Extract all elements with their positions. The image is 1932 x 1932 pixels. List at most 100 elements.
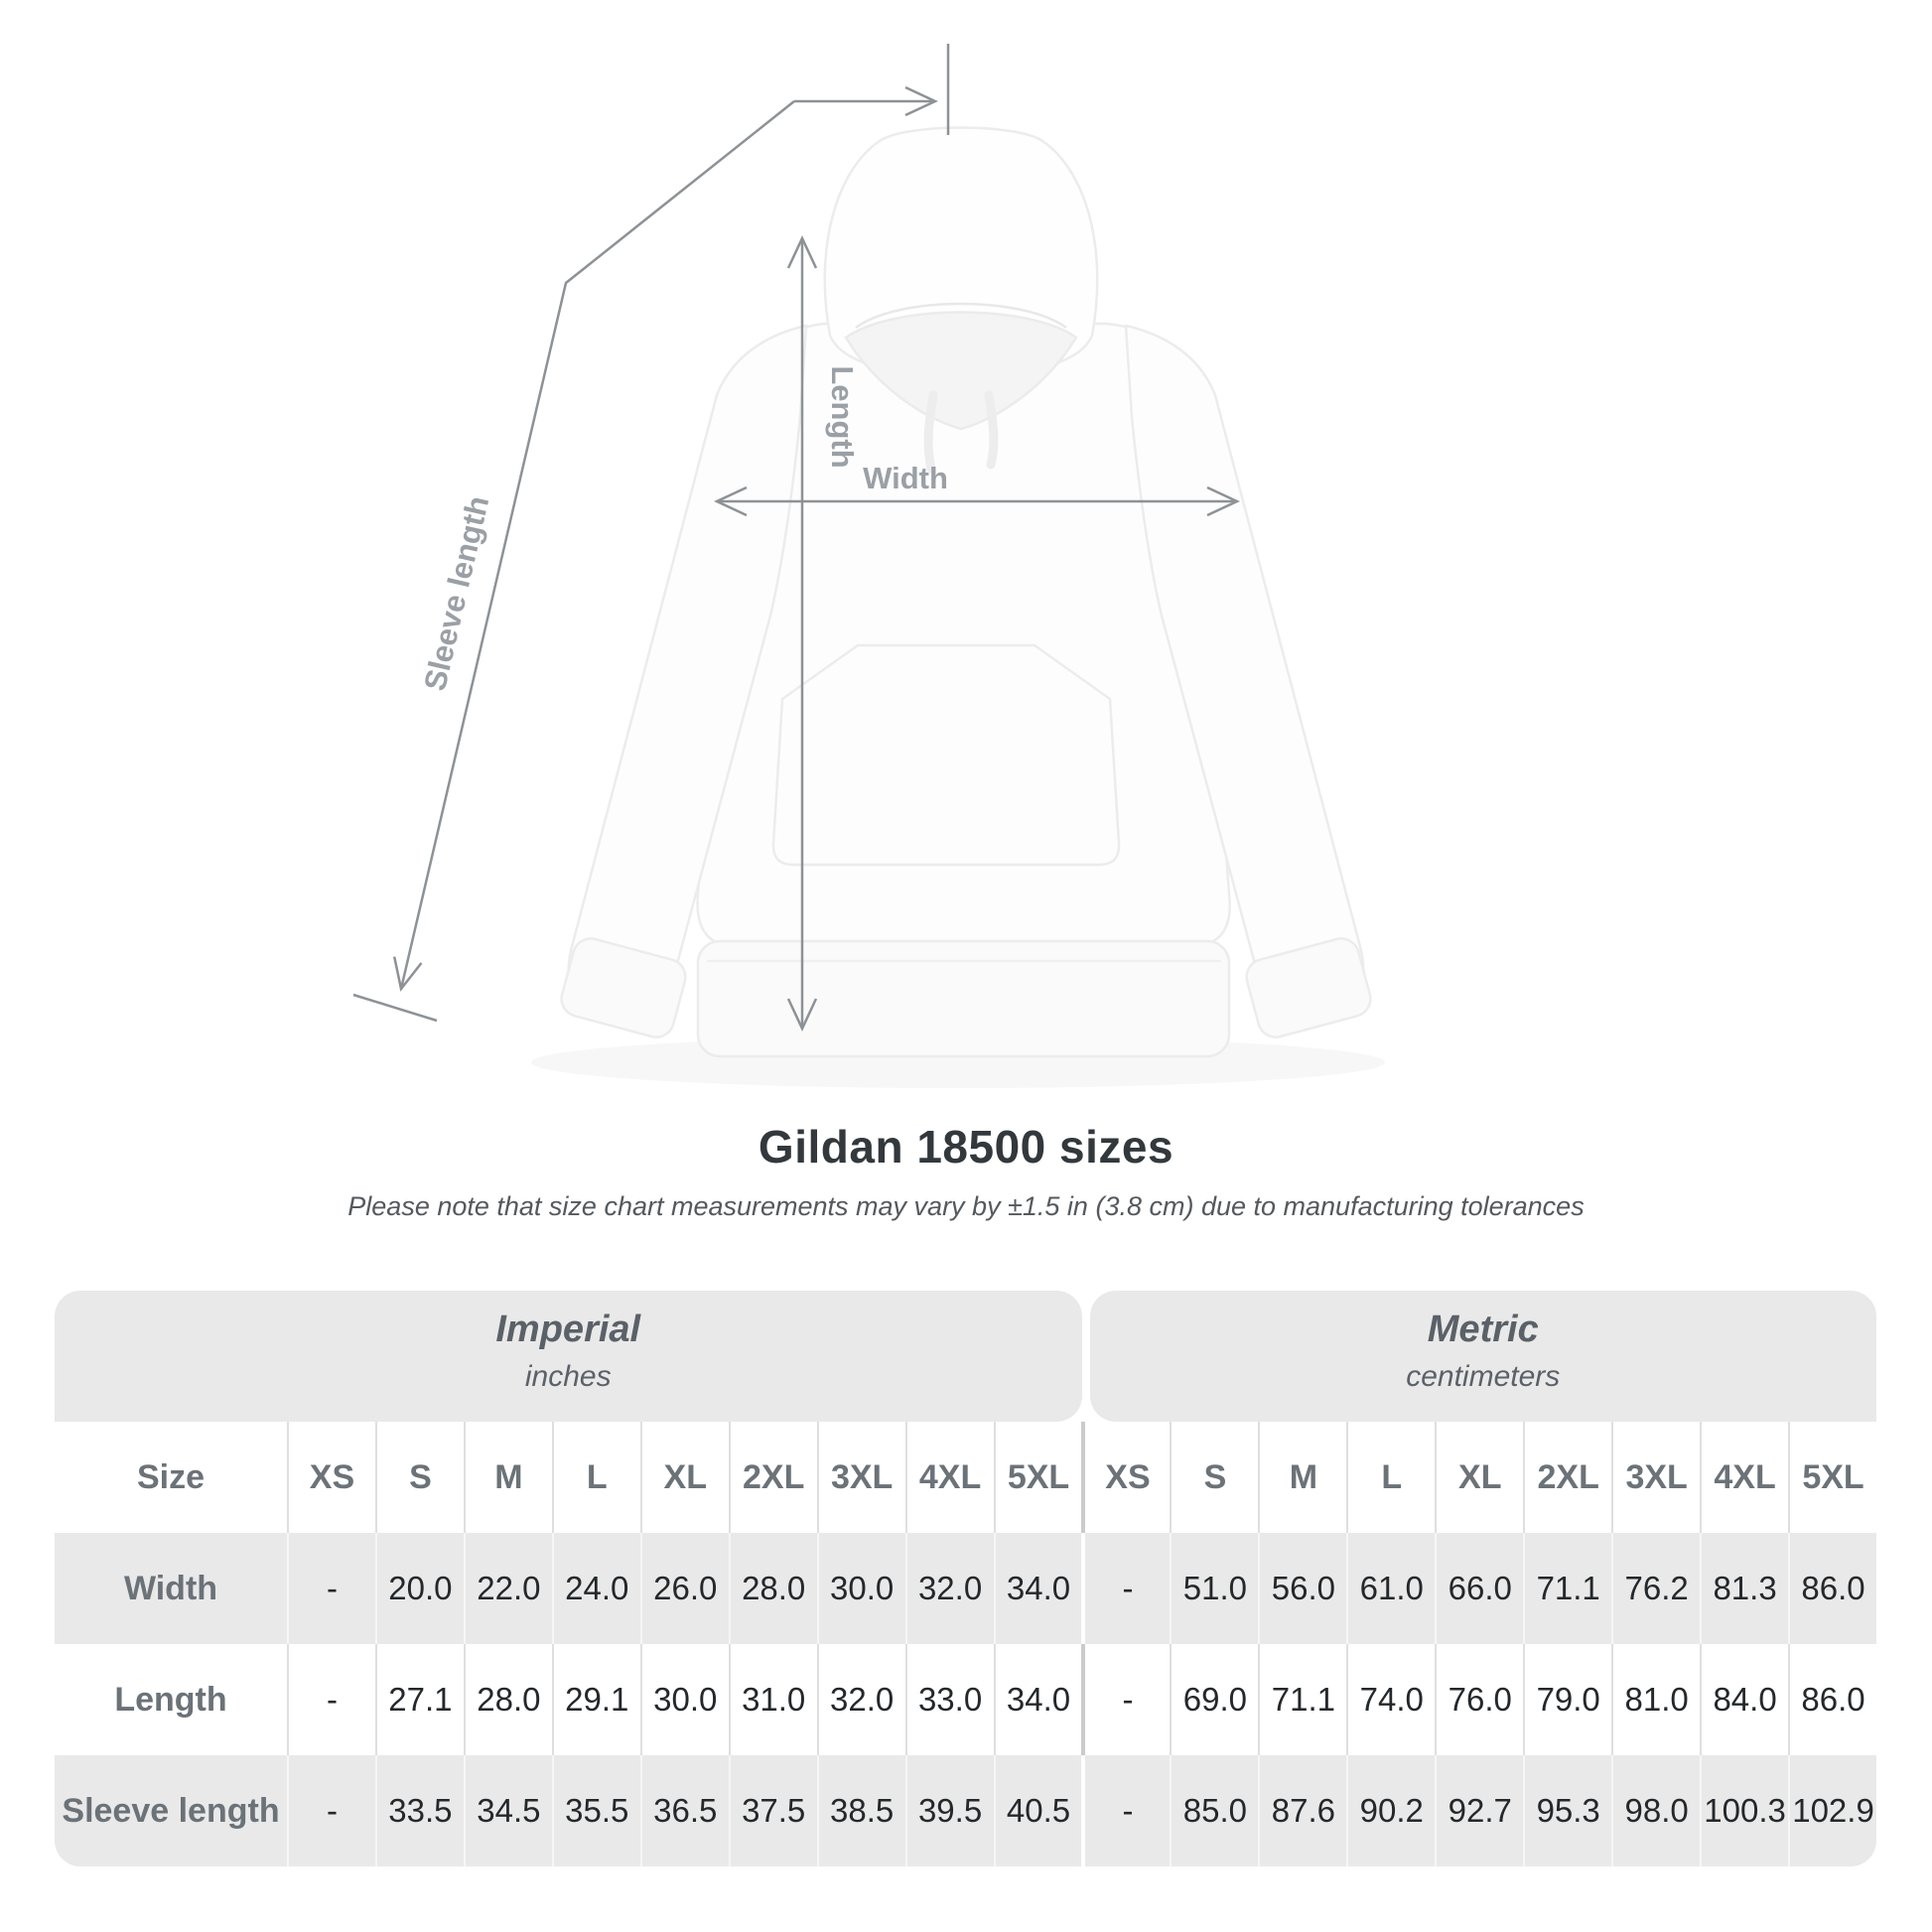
- row-label: Width: [123, 1569, 218, 1607]
- value-cell: 30.0: [816, 1533, 905, 1644]
- measurement-arrows: [352, 44, 1240, 1032]
- value-cell: -: [287, 1755, 375, 1866]
- value-cell: 56.0: [1258, 1533, 1346, 1644]
- value-cell: 35.5: [551, 1755, 640, 1866]
- value-cell: -: [1081, 1755, 1170, 1866]
- value-cell: 87.6: [1258, 1755, 1346, 1866]
- value-cell: 71.1: [1523, 1533, 1611, 1644]
- value-cell: 84.0: [1700, 1644, 1788, 1755]
- size-col-header: XS: [287, 1422, 375, 1533]
- size-chart-table: Imperial inches Metric centimeters Size …: [55, 1291, 1876, 1866]
- size-col-header: L: [551, 1422, 640, 1533]
- imperial-group-header: Imperial inches: [55, 1291, 1082, 1422]
- value-cell: -: [287, 1533, 375, 1644]
- metric-group-unit: centimeters: [1406, 1359, 1561, 1393]
- value-cell: 31.0: [728, 1644, 817, 1755]
- imperial-group-name: Imperial: [495, 1309, 641, 1350]
- value-cell: 26.0: [639, 1533, 729, 1644]
- size-col-header: 2XL: [728, 1422, 817, 1533]
- value-cell: 38.5: [816, 1755, 905, 1866]
- value-cell: 69.0: [1170, 1644, 1258, 1755]
- size-col-header: XS: [1081, 1422, 1170, 1533]
- value-cell: 30.0: [639, 1644, 729, 1755]
- hoodie-measurement-diagram: Sleeve length Length Width: [352, 44, 1372, 1058]
- cuff-reference-tick: [352, 993, 438, 1023]
- value-cell: 79.0: [1523, 1644, 1611, 1755]
- size-col-header: 4XL: [904, 1422, 994, 1533]
- size-header-row: Size XS S M L XL 2XL 3XL 4XL 5XL XS S M …: [55, 1422, 1876, 1533]
- value-cell: 32.0: [904, 1533, 994, 1644]
- value-cell: 92.7: [1435, 1755, 1523, 1866]
- value-cell: 86.0: [1788, 1533, 1876, 1644]
- value-cell: 40.5: [993, 1755, 1082, 1866]
- size-col-header: 5XL: [1788, 1422, 1876, 1533]
- value-cell: 95.3: [1523, 1755, 1611, 1866]
- page-title: Gildan 18500 sizes: [758, 1121, 1174, 1173]
- value-cell: 90.2: [1346, 1755, 1435, 1866]
- value-cell: 29.1: [551, 1644, 640, 1755]
- value-cell: 74.0: [1346, 1644, 1435, 1755]
- value-cell: 81.3: [1700, 1533, 1788, 1644]
- length-label: Length: [825, 365, 860, 468]
- value-cell: -: [1081, 1644, 1170, 1755]
- size-col-header: 4XL: [1700, 1422, 1788, 1533]
- sleeve-length-arrow: [392, 100, 795, 992]
- page-subtitle: Please note that size chart measurements…: [347, 1191, 1585, 1221]
- value-cell: -: [287, 1644, 375, 1755]
- unit-group-band: Imperial inches Metric centimeters: [55, 1291, 1876, 1422]
- hood-opening: [844, 311, 1078, 431]
- metric-group-header: Metric centimeters: [1089, 1291, 1876, 1422]
- value-cell: 66.0: [1435, 1533, 1523, 1644]
- table-row-width: Width - 20.0 22.0 24.0 26.0 28.0 30.0 32…: [55, 1533, 1876, 1644]
- value-cell: 102.9: [1788, 1755, 1876, 1866]
- value-cell: -: [1081, 1533, 1170, 1644]
- size-col-header: S: [1170, 1422, 1258, 1533]
- value-cell: 27.1: [374, 1644, 464, 1755]
- size-col-header: 2XL: [1523, 1422, 1611, 1533]
- hoodie-pocket: [771, 643, 1121, 867]
- row-label: Sleeve length: [62, 1791, 280, 1830]
- table-row-sleeve-length: Sleeve length - 33.5 34.5 35.5 36.5 37.5…: [55, 1755, 1876, 1866]
- value-cell: 100.3: [1700, 1755, 1788, 1866]
- hoodie-right-cuff: [1245, 937, 1372, 1038]
- value-cell: 98.0: [1611, 1755, 1700, 1866]
- metric-group-name: Metric: [1427, 1309, 1539, 1350]
- value-cell: 33.5: [374, 1755, 464, 1866]
- size-col-header: 5XL: [993, 1422, 1082, 1533]
- size-col-header: XL: [639, 1422, 729, 1533]
- hoodie-hem: [696, 939, 1231, 1058]
- sleeve-length-label: Sleeve length: [417, 492, 495, 694]
- value-cell: 61.0: [1346, 1533, 1435, 1644]
- size-col-header: M: [463, 1422, 552, 1533]
- size-col-header: M: [1258, 1422, 1346, 1533]
- value-cell: 76.2: [1611, 1533, 1700, 1644]
- row-label: Length: [114, 1680, 227, 1719]
- width-label: Width: [863, 461, 948, 495]
- value-cell: 22.0: [463, 1533, 552, 1644]
- size-col-header: 3XL: [1611, 1422, 1700, 1533]
- size-col-header: XL: [1435, 1422, 1523, 1533]
- value-cell: 39.5: [904, 1755, 994, 1866]
- value-cell: 71.1: [1258, 1644, 1346, 1755]
- value-cell: 81.0: [1611, 1644, 1700, 1755]
- value-cell: 85.0: [1170, 1755, 1258, 1866]
- table-row-length: Length - 27.1 28.0 29.1 30.0 31.0 32.0 3…: [55, 1644, 1876, 1755]
- value-cell: 33.0: [904, 1644, 994, 1755]
- value-cell: 36.5: [639, 1755, 729, 1866]
- value-cell: 76.0: [1435, 1644, 1523, 1755]
- value-cell: 28.0: [463, 1644, 552, 1755]
- value-cell: 86.0: [1788, 1644, 1876, 1755]
- imperial-group-unit: inches: [524, 1359, 612, 1393]
- size-col-header: 3XL: [816, 1422, 905, 1533]
- size-col-header: L: [1346, 1422, 1435, 1533]
- value-cell: 51.0: [1170, 1533, 1258, 1644]
- value-cell: 20.0: [374, 1533, 464, 1644]
- size-col-header: S: [374, 1422, 464, 1533]
- value-cell: 28.0: [728, 1533, 817, 1644]
- value-cell: 34.0: [993, 1533, 1082, 1644]
- hood-drawstrings: [923, 390, 999, 474]
- value-cell: 32.0: [816, 1644, 905, 1755]
- value-cell: 34.5: [463, 1755, 552, 1866]
- value-cell: 24.0: [551, 1533, 640, 1644]
